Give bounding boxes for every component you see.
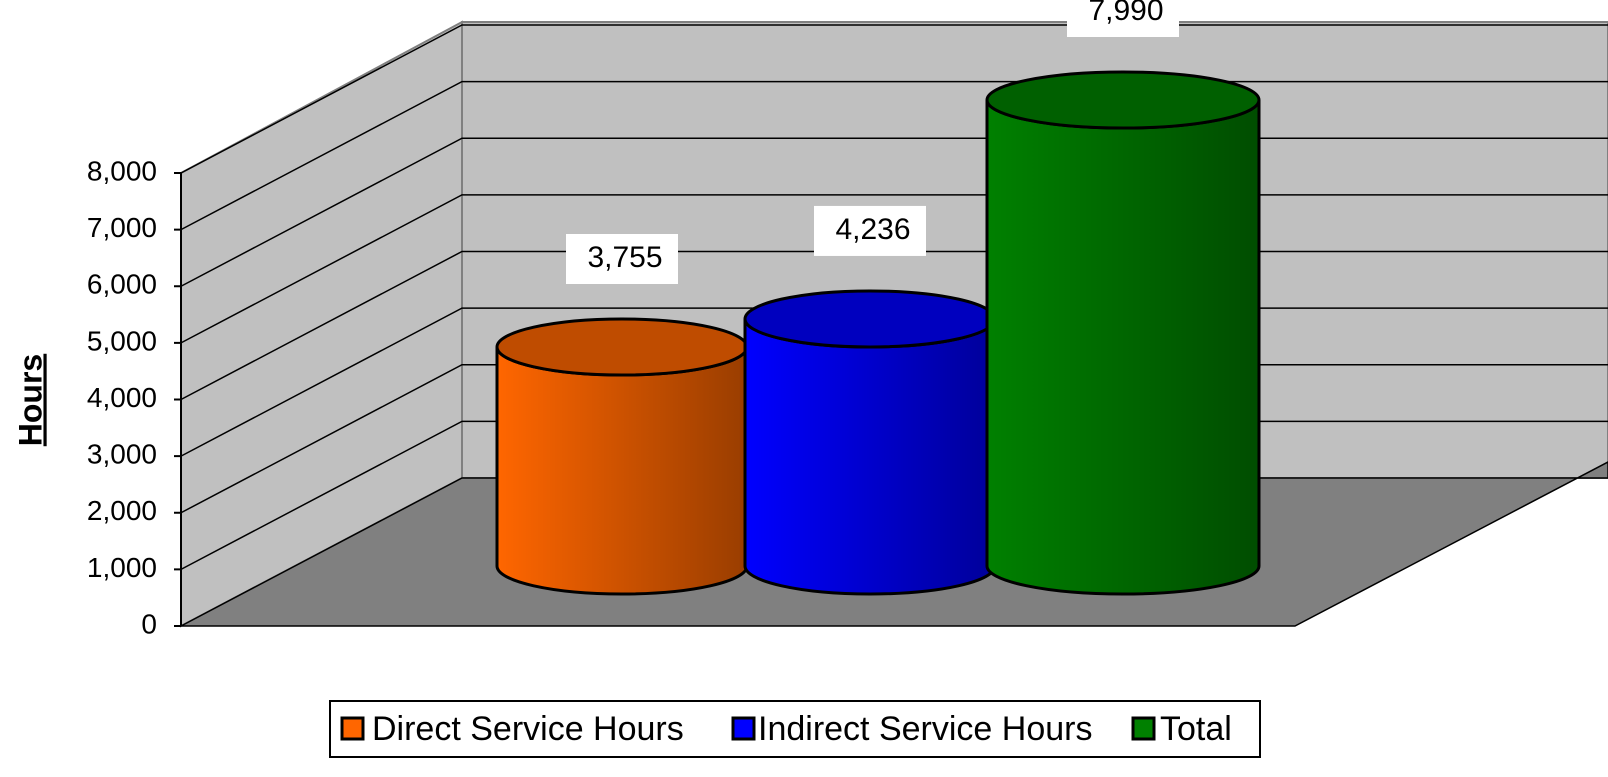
y-tick-label: 6,000 <box>87 269 157 300</box>
cylinder-top <box>987 71 1259 128</box>
y-axis-title: Hours <box>12 354 48 446</box>
legend-key <box>340 716 365 741</box>
cylinder-top-shade <box>985 70 1261 130</box>
legend-key <box>731 716 756 741</box>
value-label: 7,990 <box>1088 0 1163 27</box>
cylinder-shade <box>495 346 749 596</box>
cylinder-top <box>497 318 747 375</box>
value-label: 3,755 <box>587 241 662 274</box>
y-tick-label: 8,000 <box>87 155 157 186</box>
y-tick-label: 1,000 <box>87 552 157 583</box>
value-label-box <box>566 233 678 284</box>
value-label-box <box>1067 0 1179 37</box>
legend-key <box>1131 716 1156 741</box>
legend-label: Direct Service Hours <box>372 710 684 748</box>
y-tick-label: 7,000 <box>87 212 157 243</box>
legend-box <box>329 700 1261 758</box>
value-label: 4,236 <box>835 213 910 246</box>
y-tick-label: 3,000 <box>87 439 157 470</box>
cylinder-shade <box>985 99 1261 596</box>
cylinder-shade <box>743 318 997 596</box>
y-tick-label: 5,000 <box>87 325 157 356</box>
legend-label: Indirect Service Hours <box>758 710 1092 748</box>
value-label-box <box>814 205 926 256</box>
cylinder-top-shade <box>495 317 749 377</box>
grid-line <box>180 24 1608 174</box>
y-tick-label: 2,000 <box>87 495 157 526</box>
y-tick-label: 4,000 <box>87 382 157 413</box>
cylinder-top <box>745 290 995 347</box>
y-tick-label: 0 <box>141 608 157 639</box>
cylinder-top-shade <box>743 289 997 349</box>
legend-label: Total <box>1160 710 1232 748</box>
